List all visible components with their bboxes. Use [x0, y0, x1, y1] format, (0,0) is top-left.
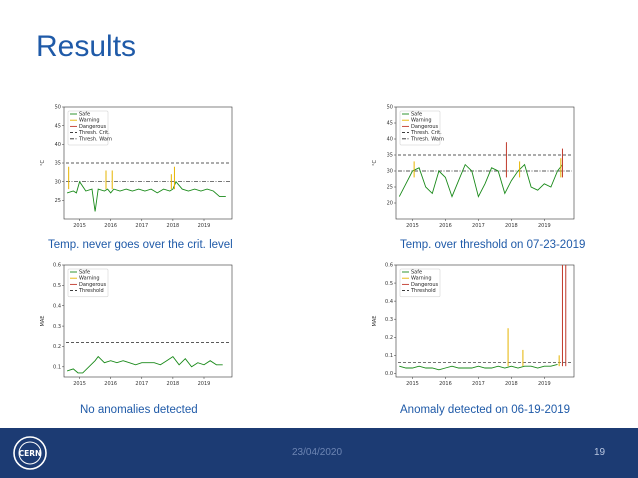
x-tick-label: 2018: [505, 381, 518, 387]
legend-label-dangerous: Dangerous: [411, 124, 439, 130]
series-line-safe: [66, 180, 226, 212]
x-tick-label: 2017: [135, 223, 148, 229]
y-tick-label: 0.3: [53, 324, 61, 330]
y-tick-label: 0.0: [385, 371, 393, 377]
y-tick-label: 0.2: [53, 344, 61, 350]
series-line-safe: [399, 363, 558, 371]
y-tick-label: 45: [387, 121, 393, 127]
legend-label-threshold: Threshold: [410, 288, 436, 294]
x-tick-label: 2017: [472, 381, 485, 387]
y-tick-label: 45: [55, 123, 61, 129]
chart-mae-no-anomaly-svg: 0.1 0.2 0.3 0.4 0.5 0.6 2015 2016 2017 2018 2019 MA…: [40, 263, 233, 387]
legend-label-warning: Warning: [79, 276, 100, 282]
y-tick-label: 50: [387, 105, 393, 111]
y-tick-label: 0.5: [53, 283, 61, 289]
legend-label-thresh-crit: Thresh. Crit.: [78, 130, 110, 136]
legend-label-warning: Warning: [411, 118, 432, 124]
legend-box: [399, 268, 441, 297]
x-tick-label: 2015: [406, 381, 419, 387]
caption-temp-no-crit: Temp. never goes over the crit. level: [48, 239, 233, 251]
x-tick-label: 2019: [538, 223, 551, 229]
y-axis-label: MAE: [40, 316, 46, 327]
y-axis-label: MAE: [372, 316, 378, 327]
series-line-safe: [398, 163, 563, 198]
legend-box: [399, 110, 441, 146]
x-tick-label: 2015: [406, 223, 419, 229]
legend-label-thresh-warn: Thresh. Warn: [78, 136, 112, 142]
y-axis-label: °C: [40, 160, 46, 167]
legend-label-threshold: Threshold: [78, 288, 104, 294]
legend-label-thresh-crit: Thresh. Crit.: [410, 130, 442, 136]
chart-mae-no-anomaly: 0.1 0.2 0.3 0.4 0.5 0.6 2015 2016 2017 2018 2019 MA…: [34, 259, 240, 393]
x-tick-label: 2019: [198, 381, 211, 387]
y-tick-label: 0.4: [385, 299, 393, 305]
y-tick-label: 40: [387, 137, 393, 143]
chart-temp-over-threshold: 20 25 30 35 40 45 50 2015 2016 2017 2018 2019 °C Safe…: [366, 101, 582, 235]
y-tick-label: 0.4: [53, 303, 61, 309]
y-tick-label: 0.6: [385, 263, 393, 269]
x-tick-label: 2016: [439, 223, 452, 229]
caption-mae-anomaly: Anomaly detected on 06-19-2019: [400, 404, 571, 416]
footer-bar: CERN 23/04/2020 19: [0, 428, 638, 478]
x-tick-label: 2017: [472, 223, 485, 229]
chart-mae-anomaly: 0.0 0.1 0.2 0.3 0.4 0.5 0.6 2015 2016 2017 2018 201…: [366, 259, 582, 393]
legend-label-dangerous: Dangerous: [411, 282, 439, 288]
y-tick-label: 0.1: [53, 365, 61, 371]
legend-label-dangerous: Dangerous: [79, 282, 107, 288]
x-tick-label: 2016: [439, 381, 452, 387]
legend-label-safe: Safe: [79, 112, 90, 118]
legend-label-dangerous: Dangerous: [79, 124, 107, 130]
caption-temp-over-threshold: Temp. over threshold on 07-23-2019: [400, 239, 586, 251]
legend-label-warning: Warning: [411, 276, 432, 282]
legend-label-safe: Safe: [411, 270, 422, 276]
caption-mae-no-anomaly: No anomalies detected: [80, 404, 198, 416]
x-tick-label: 2019: [198, 223, 211, 229]
legend-label-warning: Warning: [79, 118, 100, 124]
chart-mae-anomaly-svg: 0.0 0.1 0.2 0.3 0.4 0.5 0.6 2015 2016 2017 2018 201…: [372, 263, 575, 387]
y-tick-label: 50: [55, 105, 61, 111]
page-number: 19: [594, 447, 606, 458]
legend-label-safe: Safe: [411, 112, 422, 118]
legend-label-safe: Safe: [79, 270, 90, 276]
y-tick-label: 35: [55, 161, 61, 167]
slide-date: 23/04/2020: [292, 447, 343, 458]
y-tick-label: 0.1: [385, 353, 393, 359]
x-tick-label: 2015: [73, 223, 86, 229]
y-tick-label: 25: [387, 185, 393, 191]
x-tick-label: 2015: [73, 381, 86, 387]
chart-temp-no-crit-svg: 25 30 35 40 45 50 2015 2016 2017 2018 2019 °C SafeWa…: [40, 105, 233, 229]
y-tick-label: 25: [55, 198, 61, 204]
y-tick-label: 0.2: [385, 335, 393, 341]
x-tick-label: 2016: [104, 223, 117, 229]
y-tick-label: 0.5: [385, 281, 393, 287]
x-tick-label: 2018: [167, 223, 180, 229]
y-tick-label: 30: [387, 169, 393, 175]
x-tick-label: 2017: [135, 381, 148, 387]
y-tick-label: 30: [55, 179, 61, 185]
y-tick-label: 35: [387, 153, 393, 159]
x-tick-label: 2018: [505, 223, 518, 229]
x-tick-label: 2016: [104, 381, 117, 387]
x-tick-label: 2018: [167, 381, 180, 387]
slide-title: Results: [36, 30, 137, 63]
chart-temp-no-crit: 25 30 35 40 45 50 2015 2016 2017 2018 2019 °C Safe Wa…: [34, 101, 240, 235]
cern-logo-icon: CERN: [13, 436, 47, 470]
chart-temp-over-threshold-svg: 20 25 30 35 40 45 50 2015 2016 2017 2018 2019 °C Safe…: [372, 105, 575, 229]
y-tick-label: 20: [387, 201, 393, 207]
y-tick-label: 40: [55, 142, 61, 148]
svg-text:CERN: CERN: [19, 449, 42, 458]
x-tick-label: 2019: [538, 381, 551, 387]
legend-label-thresh-warn: Thresh. Warn: [410, 136, 444, 142]
y-tick-label: 0.3: [385, 317, 393, 323]
series-line-safe: [66, 355, 223, 374]
y-axis-label: °C: [372, 160, 378, 167]
legend-box: [67, 268, 109, 297]
legend-box: [67, 110, 109, 146]
y-tick-label: 0.6: [53, 263, 61, 269]
